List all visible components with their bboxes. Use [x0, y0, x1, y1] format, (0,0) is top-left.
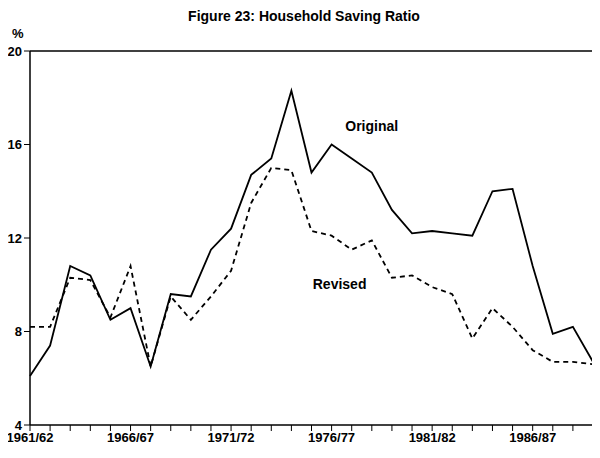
svg-text:8: 8: [15, 324, 22, 339]
svg-text:4: 4: [15, 418, 23, 433]
svg-text:1966/67: 1966/67: [107, 430, 154, 445]
svg-text:Original: Original: [345, 118, 398, 134]
html-text:Figure 23: Household Saving Ra: Figure 23: Household Saving Ratio: [188, 8, 420, 24]
svg-text:12: 12: [8, 231, 22, 246]
svg-text:1971/72: 1971/72: [208, 430, 255, 445]
svg-text:1986/87: 1986/87: [509, 430, 556, 445]
svg-text:1976/77: 1976/77: [308, 430, 355, 445]
svg-text:1981/82: 1981/82: [409, 430, 456, 445]
svg-text:20: 20: [8, 44, 22, 59]
svg-text:Revised: Revised: [313, 276, 367, 292]
svg-text:16: 16: [8, 137, 22, 152]
